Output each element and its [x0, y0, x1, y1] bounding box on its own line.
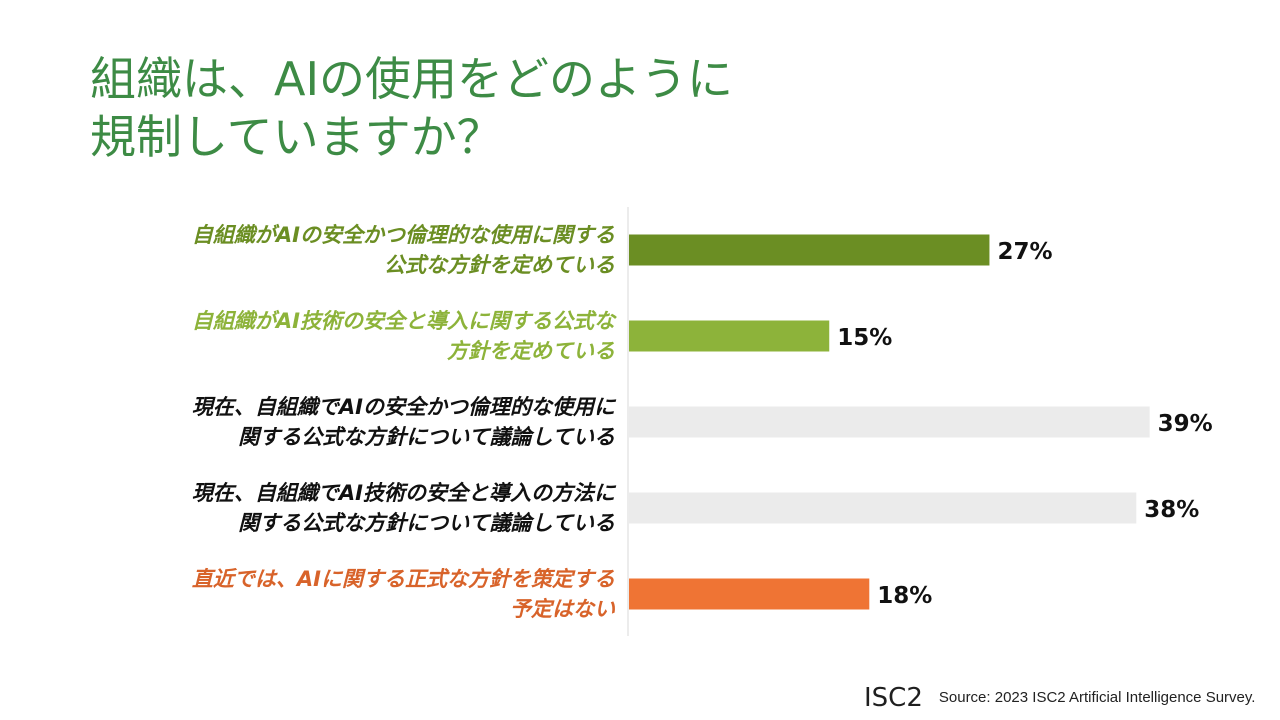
category-label: 現在、自組織でAIの安全かつ倫理的な使用に関する公式な方針について議論している	[192, 395, 617, 449]
category-label-line: 関する公式な方針について議論している	[238, 425, 615, 449]
bar	[629, 492, 1137, 524]
category-label: 現在、自組織でAI技術の安全と導入の方法に関する公式な方針について議論している	[192, 481, 617, 535]
category-label: 自組織がAI技術の安全と導入に関する公式な方針を定めている	[192, 309, 617, 363]
data-label: 27%	[997, 239, 1052, 265]
footer: ISC2 Source: 2023 ISC2 Artificial Intell…	[864, 683, 1255, 713]
category-label: 直近では、AIに関する正式な方針を策定する予定はない	[192, 567, 616, 621]
chart-title-line-2: 規制していますか？	[90, 110, 503, 164]
category-label-line: 自組織がAIの安全かつ倫理的な使用に関する	[192, 223, 615, 247]
bar	[629, 578, 870, 610]
bar	[629, 406, 1150, 438]
category-label-line: 現在、自組織でAI技術の安全と導入の方法に	[192, 481, 617, 505]
data-label: 38%	[1144, 497, 1199, 523]
category-label-line: 自組織がAI技術の安全と導入に関する公式な	[192, 309, 617, 333]
category-label-line: 直近では、AIに関する正式な方針を策定する	[192, 567, 615, 591]
isc2-logo: ISC2	[864, 683, 923, 713]
data-label: 18%	[877, 583, 932, 609]
category-label-line: 公式な方針を定めている	[384, 253, 615, 277]
category-label-line: 予定はない	[510, 597, 616, 621]
data-label: 15%	[837, 325, 892, 351]
data-label: 39%	[1158, 411, 1213, 437]
category-label-line: 関する公式な方針について議論している	[238, 511, 615, 535]
category-label-line: 現在、自組織でAIの安全かつ倫理的な使用に	[192, 395, 617, 419]
category-label: 自組織がAIの安全かつ倫理的な使用に関する公式な方針を定めている	[192, 223, 615, 277]
category-label-line: 方針を定めている	[447, 339, 615, 363]
bar	[629, 234, 990, 266]
bar	[629, 320, 830, 352]
chart-title-line-1: 組織は、AIの使用をどのように	[90, 52, 734, 106]
source-note: Source: 2023 ISC2 Artificial Intelligenc…	[938, 689, 1256, 706]
chart-title: 組織は、AIの使用をどのように 規制していますか？	[90, 50, 990, 166]
